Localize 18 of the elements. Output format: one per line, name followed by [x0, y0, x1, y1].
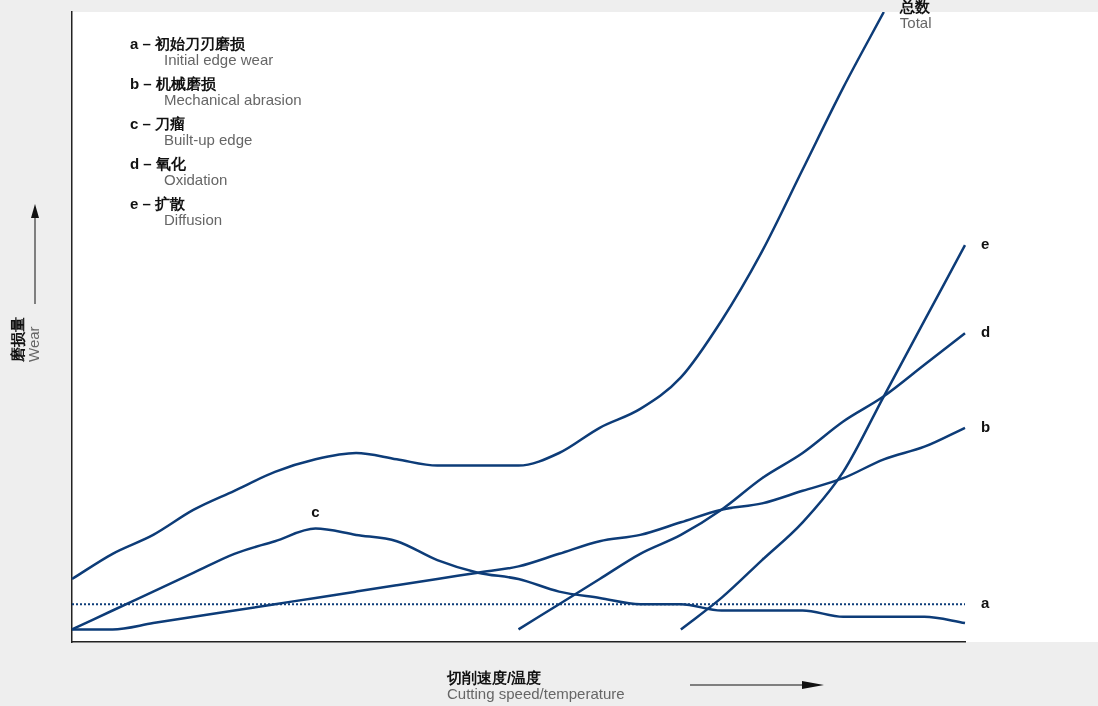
annotation: Built-up edge [163, 131, 254, 148]
series-label: e [981, 235, 990, 253]
series-label: d [981, 323, 991, 341]
annotation: a – 初始刀刃磨损 [130, 35, 247, 52]
x-axis-title: 切削速度/温度 Cutting speed/temperature [447, 669, 625, 702]
annotation: Oxidation [164, 171, 229, 188]
y-axis-title: 磨损量 Wear [9, 317, 42, 362]
series-label: c [311, 503, 320, 521]
annotation: Initial edge wear [164, 51, 275, 68]
series-label: a [981, 594, 990, 612]
annotation: Mechanical abrasion [163, 91, 302, 108]
annotation: c – 刀瘤 [130, 115, 187, 132]
annotation: b – 机械磨损 [130, 75, 217, 92]
series-label: 总数 Total [898, 0, 932, 32]
annotation: e – 扩散 [130, 195, 187, 212]
annotation: Diffusion [164, 211, 224, 228]
annotation: d – 氧化 [130, 155, 187, 172]
series-label: b [981, 417, 991, 435]
